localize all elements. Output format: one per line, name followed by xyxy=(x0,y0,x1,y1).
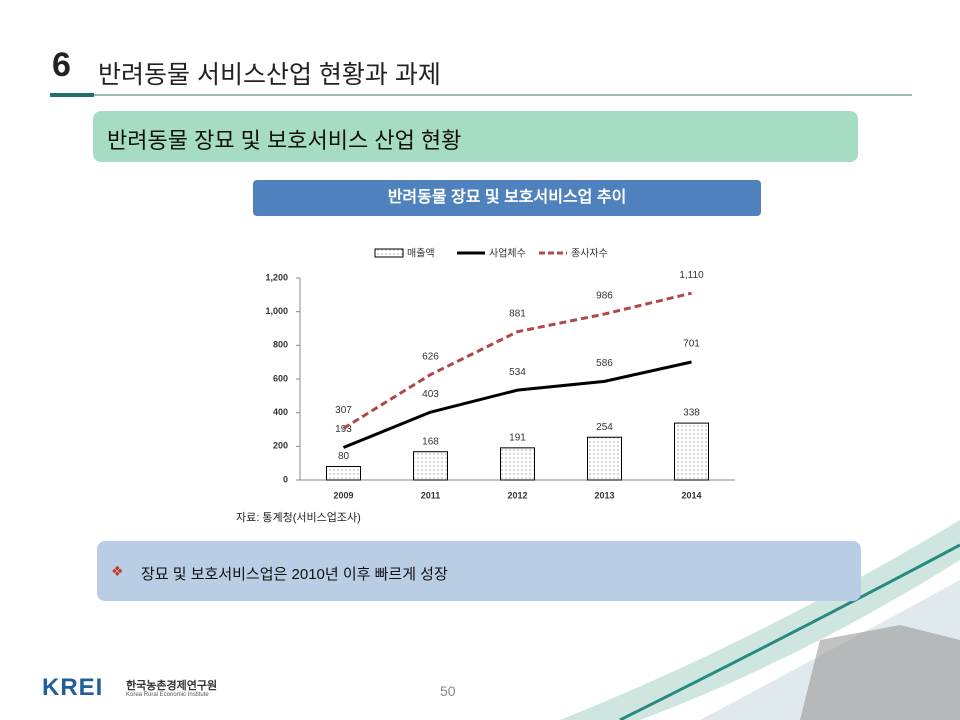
data-label: 307 xyxy=(335,405,352,416)
data-label: 986 xyxy=(596,291,613,302)
x-tick-label: 2011 xyxy=(421,490,441,500)
y-tick-label: 1,000 xyxy=(265,306,288,316)
y-tick-label: 200 xyxy=(273,441,288,451)
data-label: 80 xyxy=(338,451,350,462)
x-tick-label: 2009 xyxy=(333,490,353,500)
y-tick-label: 400 xyxy=(273,407,288,417)
logo-mark: KREI xyxy=(42,674,104,701)
bar xyxy=(500,447,535,481)
y-tick-label: 1,200 xyxy=(265,272,288,282)
legend-label: 매출액 xyxy=(407,248,435,260)
bar xyxy=(587,436,622,481)
bar xyxy=(674,422,709,481)
data-label: 534 xyxy=(509,367,526,378)
data-label: 626 xyxy=(422,351,439,362)
header-accent xyxy=(50,93,94,97)
y-tick-label: 800 xyxy=(273,340,288,350)
chart-title: 반려동물 장묘 및 보호서비스업 추이 xyxy=(253,180,761,216)
swoosh-line xyxy=(619,543,960,720)
legend-label: 종사자수 xyxy=(571,248,608,260)
logo-english: Korea Rural Economic Institute xyxy=(126,692,209,698)
section-number: 6 xyxy=(52,46,71,84)
data-label: 193 xyxy=(335,424,352,435)
data-label: 586 xyxy=(596,358,613,369)
y-tick-label: 0 xyxy=(283,474,288,484)
note-text: 장묘 및 보호서비스업은 2010년 이후 빠르게 성장 xyxy=(141,566,448,583)
page-number: 50 xyxy=(440,683,456,699)
data-label: 403 xyxy=(422,389,439,400)
legend-swatch xyxy=(374,248,404,258)
y-tick-label: 600 xyxy=(273,373,288,383)
data-label: 701 xyxy=(683,339,700,350)
logo-name: 한국농촌경제연구원 xyxy=(126,680,218,692)
building xyxy=(800,625,960,720)
x-tick-label: 2012 xyxy=(507,490,527,500)
section-title: 반려동물 장묘 및 보호서비스 산업 현황 xyxy=(93,111,858,162)
data-label: 881 xyxy=(509,308,526,319)
data-label: 191 xyxy=(509,432,526,443)
bullet: ❖ xyxy=(111,563,124,579)
line xyxy=(342,291,692,430)
bar xyxy=(413,451,448,481)
bar xyxy=(326,466,361,481)
data-label: 338 xyxy=(683,408,700,419)
data-label: 168 xyxy=(422,436,439,447)
source: 자료: 통계청(서비스업조사) xyxy=(236,512,361,524)
x-tick-label: 2013 xyxy=(594,490,614,500)
line xyxy=(342,360,692,449)
x-tick-label: 2014 xyxy=(681,490,701,500)
data-label: 1,110 xyxy=(679,270,704,281)
legend-label: 사업체수 xyxy=(489,247,526,260)
data-label: 254 xyxy=(596,422,613,433)
page-title: 반려동물 서비스산업 현황과 과제 xyxy=(98,61,441,89)
note-box: ❖ 장묘 및 보호서비스업은 2010년 이후 빠르게 성장 xyxy=(97,541,861,601)
